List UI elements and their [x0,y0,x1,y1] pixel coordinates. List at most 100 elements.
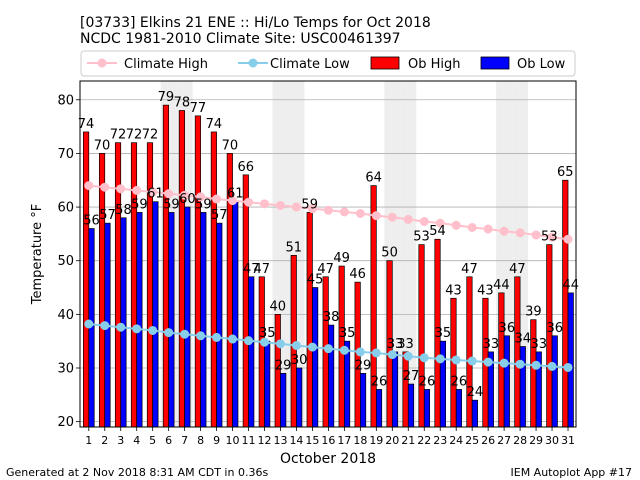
ob-high-label-day-18: 46 [349,267,366,282]
ob-high-label-day-25: 47 [461,262,478,277]
ob-high-bar-day-1 [83,131,90,428]
x-tick-label-day-23: 23 [433,434,447,447]
ob-high-label-day-19: 64 [365,171,382,186]
ob-low-label-day-31: 44 [562,278,579,293]
ob-high-label-day-24: 43 [445,283,462,298]
climate-high-point-day-31 [563,234,573,244]
ob-low-bar-day-6 [168,212,175,428]
climate-high-point-day-2 [100,182,110,192]
x-tick-label-day-9: 9 [213,434,220,447]
climate-low-point-day-18 [355,347,365,357]
ob-low-bar-day-27 [503,335,510,428]
ob-low-bar-day-8 [200,212,207,428]
ob-low-label-day-25: 24 [467,385,484,400]
ob-high-label-day-3: 72 [110,128,127,143]
ob-low-label-day-26: 33 [483,337,500,352]
climate-low-point-day-27 [499,358,509,368]
climate-high-point-day-4 [132,185,142,195]
legend-climate-low-label: Climate Low [270,57,350,72]
ob-low-bar-day-3 [120,217,127,428]
x-tick-label-day-31: 31 [561,434,575,447]
ob-high-label-day-1: 74 [78,117,95,132]
ob-low-bar-day-23 [439,340,447,428]
ob-low-label-day-4: 59 [131,197,148,212]
climate-high-point-day-19 [371,211,381,221]
footer-app: IEM Autoplot App #17 [511,466,633,479]
ob-high-bar-day-22 [418,244,425,428]
ob-low-bar-day-19 [375,389,383,428]
climate-high-point-day-12 [260,199,270,209]
climate-high-point-day-26 [483,224,493,234]
x-axis-label: October 2018 [280,451,376,467]
x-tick-label-day-17: 17 [337,434,351,447]
ob-high-bar-day-6 [162,104,170,428]
x-tick-label-day-13: 13 [273,434,287,447]
ob-low-bar-day-10 [232,201,239,428]
x-tick-label-day-11: 11 [242,434,256,447]
climate-low-point-day-20 [387,350,397,360]
x-tick-label-day-18: 18 [353,434,367,447]
x-tick-label-day-14: 14 [289,434,303,447]
climate-low-point-day-28 [515,359,525,369]
climate-high-point-day-23 [435,218,445,228]
climate-high-point-day-7 [180,190,190,200]
ob-low-label-day-22: 26 [419,374,436,389]
ob-low-label-day-20: 33 [387,337,404,352]
climate-low-point-day-9 [212,332,222,342]
climate-lines [84,181,573,372]
ob-high-bar-day-9 [210,131,217,428]
x-tick-label-day-2: 2 [101,434,108,447]
legend-climate-low-marker [248,58,258,68]
x-tick-label-day-10: 10 [226,434,240,447]
ob-high-label-day-6: 79 [158,90,175,105]
x-tick-label-day-20: 20 [385,434,399,447]
ob-low-bar-day-11 [248,276,255,428]
legend-ob-high-label: Ob High [408,57,461,72]
ob-low-label-day-27: 36 [499,321,516,336]
x-tick-label-day-28: 28 [513,434,527,447]
ob-high-label-day-8: 77 [190,101,207,116]
ob-low-label-day-12: 35 [259,326,276,341]
x-tick-label-day-27: 27 [497,434,511,447]
climate-low-point-day-14 [291,340,301,350]
climate-low-point-day-21 [403,351,413,361]
climate-low-point-day-24 [451,355,461,365]
climate-low-point-day-1 [84,319,94,329]
ob-low-label-day-15: 45 [307,273,324,288]
climate-high-point-day-28 [515,228,525,238]
ob-low-bar-day-18 [359,373,367,428]
x-tick-label-day-25: 25 [465,434,479,447]
bars [83,104,574,428]
ob-low-bar-day-7 [184,206,191,428]
ob-high-label-day-4: 72 [126,128,143,143]
climate-high-point-day-20 [387,212,397,222]
chart-subtitle: NCDC 1981-2010 Climate Site: USC00461397 [80,31,401,47]
climate-high-point-day-14 [291,202,301,212]
climate-high-point-day-6 [164,189,174,199]
x-tick-label-day-4: 4 [133,434,140,447]
ob-high-label-day-28: 47 [509,262,526,277]
ob-low-label-day-3: 58 [115,203,132,218]
climate-high-point-day-30 [547,232,557,242]
ob-low-bar-day-14 [296,367,303,428]
x-tick-label-day-21: 21 [401,434,415,447]
ob-high-label-day-21: 33 [397,337,414,352]
ob-high-bar-day-21 [402,351,409,428]
ob-high-bar-day-31 [562,179,569,428]
climate-high-point-day-25 [467,222,477,232]
ob-low-bar-day-12 [264,340,271,428]
legend: Climate High Climate Low Ob High Ob Low [80,50,576,77]
ob-low-bar-day-4 [136,212,143,428]
ob-high-label-day-23: 54 [429,224,446,239]
climate-low-point-day-17 [339,345,349,355]
climate-high-point-day-3 [116,184,126,194]
y-tick-label-70: 70 [57,147,74,162]
ob-low-bar-day-24 [455,389,462,428]
ob-high-label-day-14: 51 [285,240,302,255]
ob-low-bar-day-20 [391,351,399,428]
ob-high-label-day-20: 50 [381,246,398,261]
climate-low-point-day-5 [148,325,158,335]
ob-high-bar-day-15 [306,212,313,428]
ob-high-bar-day-11 [242,174,249,428]
legend-ob-low-label: Ob Low [517,57,566,72]
